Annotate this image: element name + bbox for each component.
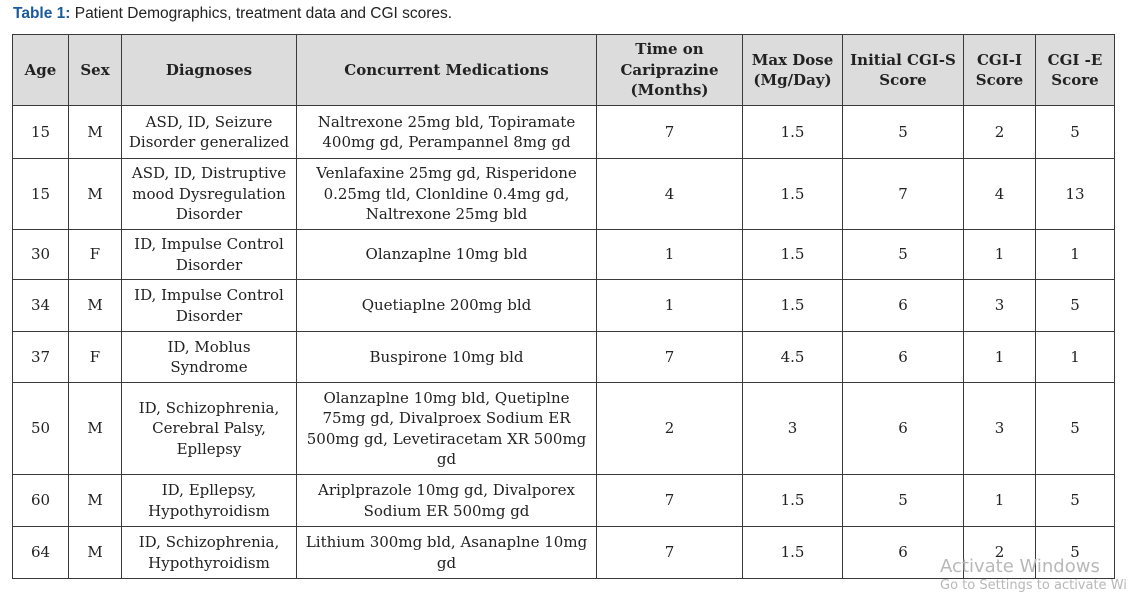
table-body: 15 M ASD, ID, Seizure Disorder generalized… [12,105,1115,579]
table-cell: 1 [596,279,743,332]
column-header: Concurrent Medications [296,34,597,106]
table-cell: 1.5 [742,474,843,527]
table-cell: Olanzaplne 10mg bld [296,229,597,280]
table-cell: Quetiaplne 200mg bld [296,279,597,332]
column-header: Initial CGI-S Score [842,34,964,106]
table-header-row: Age Sex Diagnoses Concurrent Medications Tim… [12,34,1115,106]
table-row: 50 M ID, Schizophrenia, Cerebral Palsy, Ep… [12,382,1115,475]
column-header: Max Dose (Mg/Day) [742,34,843,106]
table-cell: ID, Epllepsy, Hypothyroidism [121,474,297,527]
demographics-table: Age Sex Diagnoses Concurrent Medications Tim… [12,34,1115,579]
table-cell: 5 [1035,382,1115,475]
table-row: 34 M ID, Impulse Control Disorder Quetiapln… [12,279,1115,332]
table-cell: Olanzaplne 10mg bld, Quetiplne 75mg gd, … [296,382,597,475]
table-cell: 34 [12,279,69,332]
watermark-subtitle: Go to Settings to activate Wi [940,578,1127,593]
table-cell: M [68,526,122,579]
table-cell: 6 [842,279,964,332]
table-cell: 30 [12,229,69,280]
table-cell: 1 [963,229,1036,280]
table-cell: 6 [842,526,964,579]
table-cell: 1 [1035,229,1115,280]
table-cell: 1.5 [742,158,843,230]
table-cell: 3 [963,382,1036,475]
column-header: CGI-I Score [963,34,1036,106]
table-cell: Buspirone 10mg bld [296,331,597,383]
column-header: Age [12,34,69,106]
table-cell: ID, Moblus Syndrome [121,331,297,383]
table-cell: Naltrexone 25mg bld, Topiramate 400mg gd… [296,105,597,159]
table-cell: 1.5 [742,526,843,579]
table-cell: M [68,158,122,230]
table-cell: 1 [1035,331,1115,383]
table-cell: 1 [963,331,1036,383]
table-cell: 15 [12,105,69,159]
table-row: 37 F ID, Moblus Syndrome Buspirone 10mg bld… [12,331,1115,383]
table-cell: ID, Impulse Control Disorder [121,229,297,280]
table-cell: 3 [963,279,1036,332]
table-cell: Venlafaxine 25mg gd, Risperidone 0.25mg … [296,158,597,230]
table-cell: 4 [596,158,743,230]
table-caption-text: Patient Demographics, treatment data and… [70,5,453,22]
table-cell: 2 [963,105,1036,159]
table-cell: 5 [1035,279,1115,332]
table-cell: 15 [12,158,69,230]
table-cell: 5 [1035,474,1115,527]
table-cell: M [68,279,122,332]
table-cell: 1.5 [742,229,843,280]
table-cell: 7 [596,526,743,579]
column-header: CGI -E Score [1035,34,1115,106]
table-cell: F [68,229,122,280]
table-cell: 1.5 [742,279,843,332]
table-cell: 64 [12,526,69,579]
table-cell: 5 [1035,526,1115,579]
table-cell: M [68,105,122,159]
table-cell: 4 [963,158,1036,230]
table-cell: Lithium 300mg bld, Asanaplne 10mg gd [296,526,597,579]
table-cell: 7 [596,105,743,159]
table-cell: 6 [842,382,964,475]
table-row: 30 F ID, Impulse Control Disorder Olanzapln… [12,229,1115,280]
column-header: Sex [68,34,122,106]
table-row: 64 M ID, Schizophrenia, Hypothyroidism Lith… [12,526,1115,579]
table-cell: 7 [842,158,964,230]
table-row: 15 M ASD, ID, Distruptive mood Dysregulati… [12,158,1115,230]
table-cell: 5 [842,474,964,527]
table-cell: 37 [12,331,69,383]
table-cell: 4.5 [742,331,843,383]
table-cell: 5 [842,229,964,280]
column-header: Diagnoses [121,34,297,106]
table-cell: 60 [12,474,69,527]
table-cell: ID, Schizophrenia, Hypothyroidism [121,526,297,579]
table-cell: 2 [963,526,1036,579]
table-cell: 1 [596,229,743,280]
table-caption-label: Table 1: [13,5,71,22]
table-cell: M [68,382,122,475]
table-cell: 3 [742,382,843,475]
table-cell: 13 [1035,158,1115,230]
table-cell: M [68,474,122,527]
table-cell: 5 [842,105,964,159]
table-cell: ASD, ID, Seizure Disorder generalized [121,105,297,159]
table-cell: F [68,331,122,383]
table-cell: 2 [596,382,743,475]
table-cell: 50 [12,382,69,475]
table-caption: Table 1: Patient Demographics, treatment… [13,5,452,23]
table-row: 60 M ID, Epllepsy, Hypothyroidism Ariplpraz… [12,474,1115,527]
table-cell: 5 [1035,105,1115,159]
table-cell: ID, Schizophrenia, Cerebral Palsy, Eplle… [121,382,297,475]
table-cell: 7 [596,474,743,527]
table-cell: ASD, ID, Distruptive mood Dysregulation … [121,158,297,230]
table-cell: 1.5 [742,105,843,159]
table-cell: 1 [963,474,1036,527]
table-cell: 7 [596,331,743,383]
table-cell: ID, Impulse Control Disorder [121,279,297,332]
column-header: Time on Cariprazine (Months) [596,34,743,106]
table-row: 15 M ASD, ID, Seizure Disorder generalized… [12,105,1115,159]
table-cell: Ariplprazole 10mg gd, Divalporex Sodium … [296,474,597,527]
table-cell: 6 [842,331,964,383]
